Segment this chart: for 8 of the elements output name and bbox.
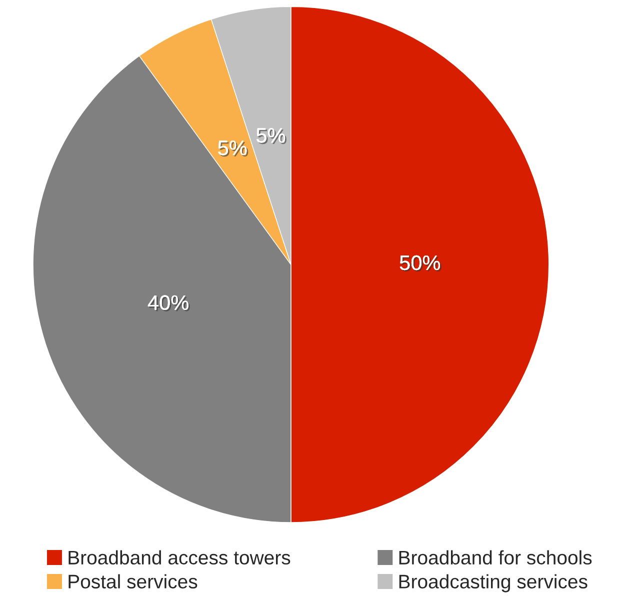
data-label: 40%	[148, 295, 190, 312]
legend-label: Broadband for schools	[399, 550, 592, 565]
legend-label: Postal services	[68, 574, 198, 588]
data-label: 5%	[218, 140, 248, 157]
legend-label: Broadcasting services	[399, 574, 588, 592]
legend-label: Broadband access towers	[68, 550, 290, 565]
data-label: 5%	[256, 128, 286, 144]
data-label: 50%	[400, 255, 442, 272]
